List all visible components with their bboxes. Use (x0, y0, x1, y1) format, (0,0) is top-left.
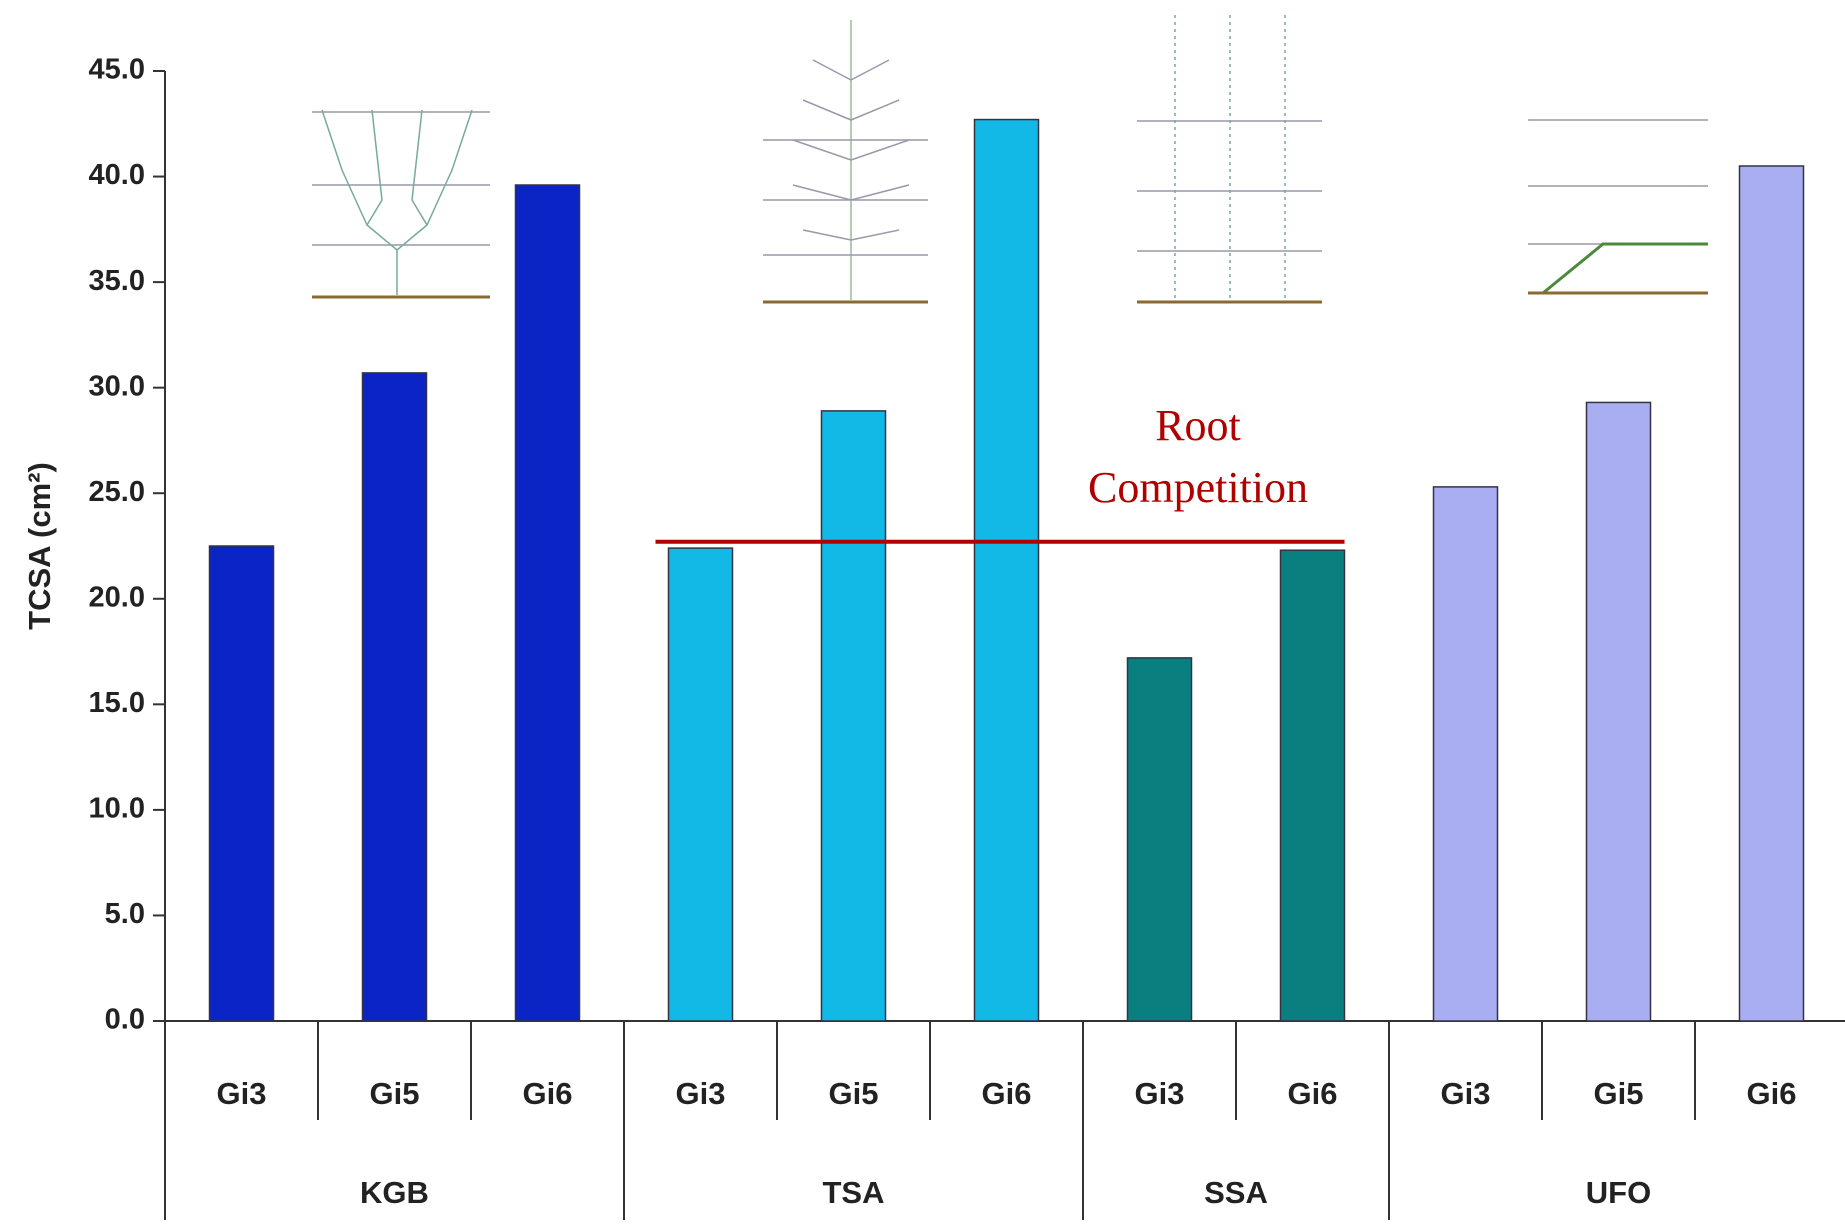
y-tick-label: 35.0 (89, 265, 145, 297)
bar (516, 185, 580, 1021)
y-tick-label: 45.0 (89, 54, 145, 86)
x-tick-label: Gi6 (1288, 1076, 1338, 1111)
bar (210, 546, 274, 1021)
bar (1587, 402, 1651, 1021)
bar (669, 548, 733, 1021)
chart: TCSA (cm²) 0.0 5.0 10.0 15.0 20.0 25.0 30.0 35.… (0, 0, 1845, 1220)
y-tick-label: 40.0 (89, 159, 145, 191)
x-tick-label: Gi6 (982, 1076, 1032, 1111)
x-tick-label: Gi3 (1135, 1076, 1185, 1111)
annotation-text: Root (1155, 401, 1241, 450)
bar (363, 373, 427, 1021)
bar (975, 120, 1039, 1021)
icon-kgb (312, 110, 490, 297)
x-tick-label: Gi3 (217, 1076, 267, 1111)
annotation-text: Competition (1088, 463, 1308, 512)
bar (822, 411, 886, 1021)
bar (1281, 550, 1345, 1021)
y-tick-label: 15.0 (89, 687, 145, 719)
y-tick-label: 20.0 (89, 581, 145, 613)
icon-ufo (1528, 120, 1708, 293)
y-tick-label: 30.0 (89, 370, 145, 402)
bar (1128, 658, 1192, 1021)
x-tick-label: Gi3 (676, 1076, 726, 1111)
x-tick-label: Gi6 (1747, 1076, 1797, 1111)
y-tick-label: 25.0 (89, 476, 145, 508)
x-tick-label: Gi5 (1594, 1076, 1644, 1111)
y-tick-label: 0.0 (105, 1004, 145, 1036)
icon-ssa (1137, 15, 1322, 302)
group-label: SSA (1204, 1175, 1268, 1210)
bar (1434, 487, 1498, 1021)
x-tick-label: Gi6 (523, 1076, 573, 1111)
bar (1740, 166, 1804, 1021)
y-axis-label: TCSA (cm²) (22, 462, 57, 630)
y-tick-label: 10.0 (89, 793, 145, 825)
group-label: TSA (823, 1175, 885, 1210)
icon-tsa (763, 20, 928, 302)
group-label: KGB (360, 1175, 429, 1210)
y-tick-label: 5.0 (105, 898, 145, 930)
group-label: UFO (1586, 1175, 1651, 1210)
x-tick-label: Gi5 (829, 1076, 879, 1111)
x-tick-label: Gi5 (370, 1076, 420, 1111)
x-tick-label: Gi3 (1441, 1076, 1491, 1111)
